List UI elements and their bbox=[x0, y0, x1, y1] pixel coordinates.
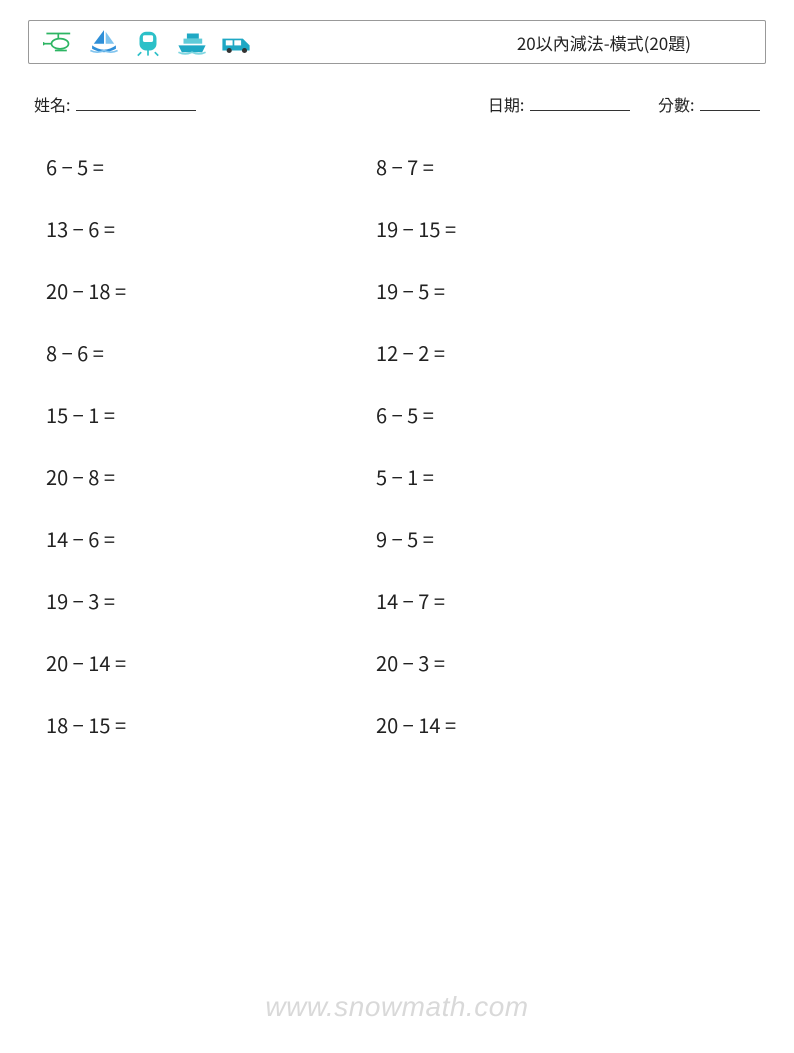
problem-item: 14 − 6 = bbox=[46, 524, 376, 553]
score-field: 分數: bbox=[658, 92, 760, 116]
watermark-text: www.snowmath.com bbox=[0, 991, 794, 1023]
date-blank[interactable] bbox=[530, 94, 630, 111]
helicopter-icon bbox=[43, 27, 77, 57]
problem-item: 20 − 14 = bbox=[376, 710, 706, 739]
header-icons bbox=[43, 27, 253, 57]
problems-grid: 6 − 5 = 8 − 7 = 13 − 6 = 19 − 15 = 20 − … bbox=[28, 152, 766, 739]
ship-icon bbox=[175, 27, 209, 57]
problem-item: 12 − 2 = bbox=[376, 338, 706, 367]
name-field: 姓名: bbox=[34, 92, 488, 116]
date-field: 日期: bbox=[488, 92, 630, 116]
problem-item: 13 − 6 = bbox=[46, 214, 376, 243]
name-label: 姓名: bbox=[34, 92, 70, 116]
worksheet-page: 20以內減法-橫式(20題) 姓名: 日期: 分數: 6 − 5 = 8 − 7… bbox=[0, 0, 794, 1053]
problem-item: 8 − 6 = bbox=[46, 338, 376, 367]
problem-item: 6 − 5 = bbox=[46, 152, 376, 181]
problem-item: 15 − 1 = bbox=[46, 400, 376, 429]
problem-item: 19 − 3 = bbox=[46, 586, 376, 615]
worksheet-title: 20以內減法-橫式(20題) bbox=[517, 30, 691, 55]
info-row: 姓名: 日期: 分數: bbox=[28, 92, 766, 116]
header-box: 20以內減法-橫式(20題) bbox=[28, 20, 766, 64]
problem-item: 19 − 5 = bbox=[376, 276, 706, 305]
problem-item: 18 − 15 = bbox=[46, 710, 376, 739]
problem-item: 20 − 14 = bbox=[46, 648, 376, 677]
problem-item: 6 − 5 = bbox=[376, 400, 706, 429]
problem-item: 9 − 5 = bbox=[376, 524, 706, 553]
score-label: 分數: bbox=[658, 92, 694, 116]
problem-item: 14 − 7 = bbox=[376, 586, 706, 615]
problem-item: 5 − 1 = bbox=[376, 462, 706, 491]
date-label: 日期: bbox=[488, 92, 524, 116]
problem-item: 20 − 18 = bbox=[46, 276, 376, 305]
van-icon bbox=[219, 27, 253, 57]
problem-item: 19 − 15 = bbox=[376, 214, 706, 243]
problem-item: 8 − 7 = bbox=[376, 152, 706, 181]
problem-item: 20 − 3 = bbox=[376, 648, 706, 677]
name-blank[interactable] bbox=[76, 94, 196, 111]
score-blank[interactable] bbox=[700, 94, 760, 111]
sailboat-icon bbox=[87, 27, 121, 57]
problem-item: 20 − 8 = bbox=[46, 462, 376, 491]
train-icon bbox=[131, 27, 165, 57]
